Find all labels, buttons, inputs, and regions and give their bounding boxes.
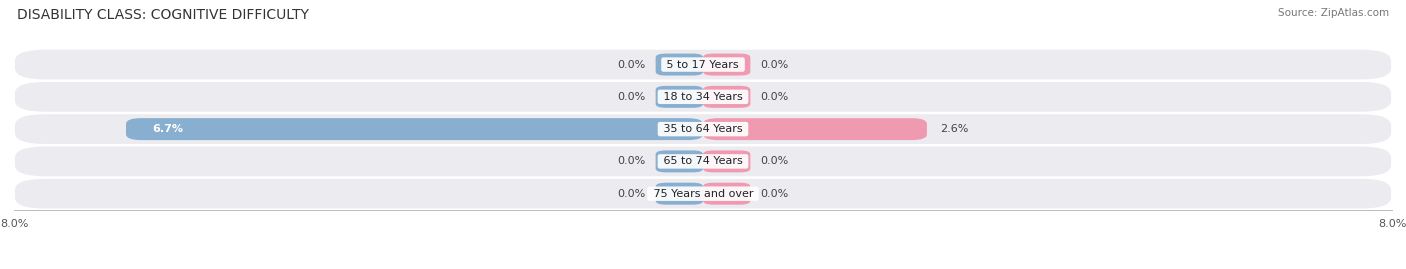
Text: 0.0%: 0.0%	[761, 189, 789, 199]
FancyBboxPatch shape	[655, 150, 703, 172]
Text: 0.0%: 0.0%	[761, 59, 789, 70]
Text: 75 Years and over: 75 Years and over	[650, 189, 756, 199]
FancyBboxPatch shape	[655, 54, 703, 76]
Text: 6.7%: 6.7%	[152, 124, 183, 134]
Text: 0.0%: 0.0%	[617, 156, 645, 167]
FancyBboxPatch shape	[15, 114, 1391, 144]
FancyBboxPatch shape	[655, 183, 703, 205]
FancyBboxPatch shape	[15, 82, 1391, 112]
Text: 0.0%: 0.0%	[617, 189, 645, 199]
Text: 0.0%: 0.0%	[617, 59, 645, 70]
FancyBboxPatch shape	[15, 50, 1391, 79]
FancyBboxPatch shape	[15, 179, 1391, 208]
Text: 18 to 34 Years: 18 to 34 Years	[659, 92, 747, 102]
Text: 35 to 64 Years: 35 to 64 Years	[659, 124, 747, 134]
FancyBboxPatch shape	[703, 86, 751, 108]
Text: 0.0%: 0.0%	[761, 92, 789, 102]
FancyBboxPatch shape	[15, 147, 1391, 176]
Text: DISABILITY CLASS: COGNITIVE DIFFICULTY: DISABILITY CLASS: COGNITIVE DIFFICULTY	[17, 8, 309, 22]
FancyBboxPatch shape	[655, 86, 703, 108]
Text: 0.0%: 0.0%	[617, 92, 645, 102]
Text: 0.0%: 0.0%	[761, 156, 789, 167]
FancyBboxPatch shape	[703, 54, 751, 76]
FancyBboxPatch shape	[703, 118, 927, 140]
FancyBboxPatch shape	[703, 150, 751, 172]
FancyBboxPatch shape	[127, 118, 703, 140]
FancyBboxPatch shape	[703, 183, 751, 205]
Legend: Male, Female: Male, Female	[638, 266, 768, 269]
Text: Source: ZipAtlas.com: Source: ZipAtlas.com	[1278, 8, 1389, 18]
Text: 2.6%: 2.6%	[939, 124, 969, 134]
Text: 65 to 74 Years: 65 to 74 Years	[659, 156, 747, 167]
Text: 5 to 17 Years: 5 to 17 Years	[664, 59, 742, 70]
